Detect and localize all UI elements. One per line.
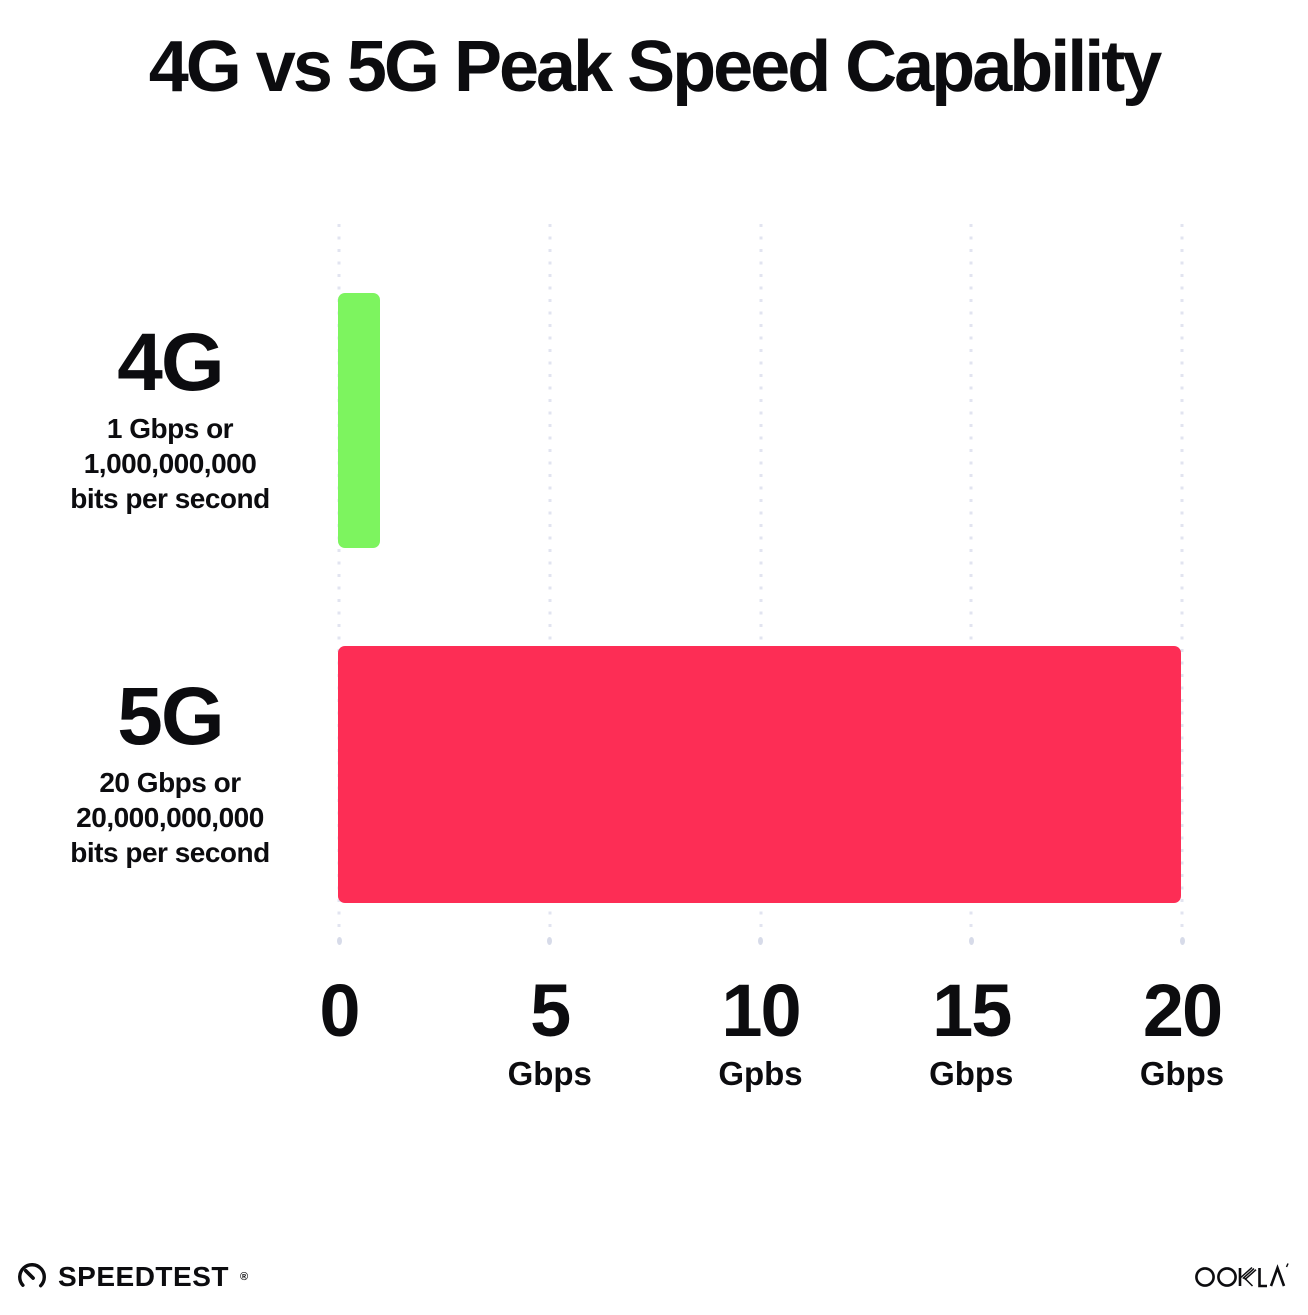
gridline-20 bbox=[1179, 224, 1185, 945]
desc-line: bits per second bbox=[70, 483, 270, 514]
gridline-5 bbox=[547, 224, 553, 945]
category-label-4g: 4G 1 Gbps or 1,000,000,000 bits per seco… bbox=[38, 322, 302, 516]
category-desc-5g: 20 Gbps or 20,000,000,000 bits per secon… bbox=[38, 765, 302, 870]
gridline-0 bbox=[336, 224, 342, 945]
x-tick-5: 5 Gbps bbox=[430, 974, 670, 1091]
plot-area bbox=[336, 224, 1185, 946]
gridline-end-dot bbox=[336, 937, 342, 945]
desc-line: bits per second bbox=[70, 837, 270, 868]
speedtest-reg-mark: ® bbox=[239, 1271, 249, 1283]
ookla-wordmark-icon bbox=[1195, 1263, 1289, 1288]
gridline-end-dot bbox=[968, 937, 974, 945]
gridline-end-dot bbox=[547, 937, 553, 945]
x-tick-10: 10 Gpbs bbox=[641, 974, 881, 1091]
desc-line: 1,000,000,000 bbox=[83, 448, 257, 479]
gridline-end-dot bbox=[1179, 937, 1185, 945]
gridline-10 bbox=[758, 224, 763, 945]
x-tick-value: 10 bbox=[721, 969, 801, 1052]
chart-title: 4G vs 5G Peak Speed Capability bbox=[148, 27, 1163, 107]
speedtest-wordmark: SPEEDTEST bbox=[58, 1261, 229, 1292]
ookla-logo: OOKLA bbox=[1194, 1260, 1294, 1297]
x-tick-unit: Gbps bbox=[507, 1055, 592, 1092]
gridline-15 bbox=[968, 224, 974, 945]
speedtest-logo: SPEEDTEST ® bbox=[16, 1256, 248, 1298]
speedtest-gauge-icon bbox=[18, 1263, 46, 1291]
x-tick-value: 20 bbox=[1142, 969, 1223, 1052]
x-tick-value: 0 bbox=[319, 969, 360, 1052]
category-desc-4g: 1 Gbps or 1,000,000,000 bits per second bbox=[38, 411, 302, 516]
x-tick-unit: Gpbs bbox=[718, 1055, 803, 1092]
bar-5g bbox=[338, 646, 1181, 903]
x-axis: 0 5 Gbps 10 Gpbs 15 Gbps 20 Gbps bbox=[319, 974, 1224, 1104]
bar-4g bbox=[338, 293, 381, 548]
gridline-end-dot bbox=[758, 937, 763, 945]
desc-line: 20 Gbps or bbox=[99, 767, 241, 798]
category-name-4g: 4G bbox=[117, 317, 224, 408]
x-tick-unit: Gbps bbox=[1139, 1055, 1225, 1092]
category-label-5g: 5G 20 Gbps or 20,000,000,000 bits per se… bbox=[38, 676, 302, 870]
x-tick-unit: Gbps bbox=[929, 1055, 1014, 1092]
x-tick-value: 15 bbox=[932, 969, 1012, 1052]
x-tick-0: 0 bbox=[219, 974, 459, 1057]
desc-line: 1 Gbps or bbox=[106, 413, 234, 444]
desc-line: 20,000,000,000 bbox=[76, 802, 264, 833]
x-tick-20: 20 Gbps bbox=[1062, 974, 1302, 1091]
category-name-5g: 5G bbox=[117, 671, 224, 762]
x-tick-15: 15 Gbps bbox=[851, 974, 1091, 1091]
x-tick-value: 5 bbox=[530, 969, 571, 1052]
